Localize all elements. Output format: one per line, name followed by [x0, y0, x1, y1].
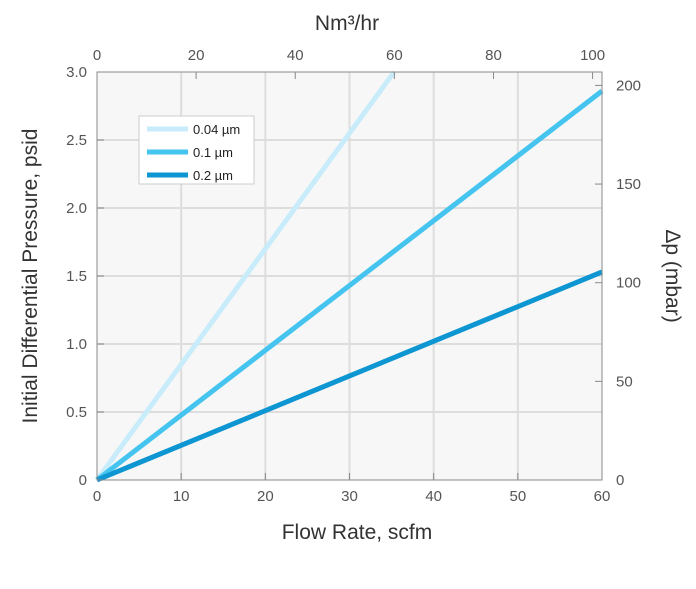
x-tick-label: 30 — [341, 488, 358, 505]
y2-axis-title: Δp (mbar) — [661, 229, 684, 322]
y2-tick-label: 150 — [616, 176, 641, 193]
x2-tick-label: 80 — [485, 47, 502, 64]
grid — [97, 72, 602, 480]
series-lines — [94, 70, 604, 483]
x-axis-title: Flow Rate, scfm — [282, 521, 433, 544]
x-tick-label: 40 — [425, 488, 442, 505]
y-tick-label: 2.0 — [66, 200, 87, 217]
plot-frame — [96, 71, 603, 481]
x-tick-label: 0 — [93, 488, 101, 505]
x-tick-label: 20 — [257, 488, 274, 505]
y-tick-label: 2.5 — [66, 132, 87, 149]
y-tick-label: 3.0 — [66, 64, 87, 81]
x2-axis-title: Nm³/hr — [315, 12, 379, 35]
x-tick-label: 60 — [594, 488, 611, 505]
x2-tick-label: 0 — [93, 47, 101, 64]
y-tick-label: 0 — [79, 472, 87, 489]
x2-tick-label: 60 — [386, 47, 403, 64]
series-line — [96, 269, 603, 483]
legend-label: 0.2 µm — [193, 168, 233, 183]
axes — [96, 71, 603, 481]
y-tick-label: 1.5 — [66, 268, 87, 285]
y2-tick-label: 200 — [616, 77, 641, 94]
y-tick-label: 1.0 — [66, 336, 87, 353]
series-line — [94, 70, 397, 482]
y-tick-label: 0.5 — [66, 404, 87, 421]
legend-label: 0.04 µm — [193, 122, 240, 137]
x2-tick-label: 40 — [287, 47, 304, 64]
legend-label: 0.1 µm — [193, 145, 233, 160]
x-tick-label: 50 — [509, 488, 526, 505]
series-line — [95, 89, 604, 482]
y-axis-title: Initial Differential Pressure, psid — [19, 129, 42, 424]
x-tick-label: 10 — [173, 488, 190, 505]
tick-labels: 0 10 20 30 40 50 60 0 0.5 1.0 1.5 2.0 2.5 3.0 0 20 40 60 8… — [66, 47, 641, 505]
y2-tick-label: 50 — [616, 373, 633, 390]
x2-tick-label: 20 — [188, 47, 205, 64]
y2-tick-label: 100 — [616, 275, 641, 292]
legend-items: 0.04 µm 0.1 µm 0.2 µm — [147, 122, 240, 183]
y2-tick-label: 0 — [616, 472, 624, 489]
legend: 0.04 µm 0.1 µm 0.2 µm — [138, 115, 255, 185]
x2-tick-label: 100 — [580, 47, 605, 64]
